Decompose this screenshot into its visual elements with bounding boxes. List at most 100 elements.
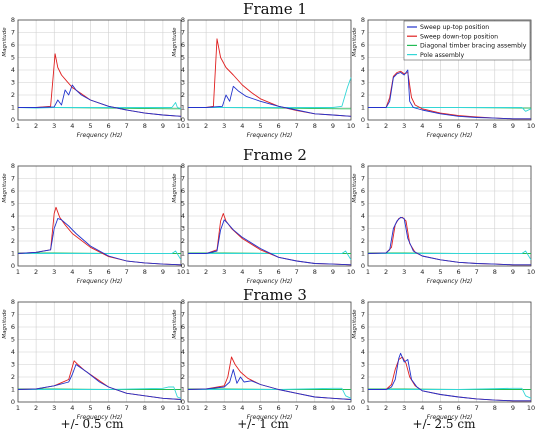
panel-5-xtick-label: 3 [222,268,226,276]
panel-7-ytick-label: 4 [11,348,15,356]
panel-2-xtick-label: 4 [240,122,244,130]
panel-4-ytick-label: 0 [11,262,15,270]
panel-7-xtick-label: 1 [16,404,20,412]
panel-7-ytick-label: 6 [11,323,15,331]
panel-7-ytick-label: 8 [11,298,15,306]
panel-2-ytick-label: 1 [181,104,185,112]
legend-entry-2: Sweep down-top position [420,33,498,40]
panel-9-ytick-label: 2 [361,373,365,381]
panel-9-ytick-label: 8 [361,298,365,306]
panel-5-xtick-label: 5 [258,268,262,276]
panel-8-ytick-label: 7 [181,311,185,319]
panel-7-xtick-label: 4 [70,404,74,412]
panel-3-ylabel: Magnitude [352,27,358,57]
panel-5-series-4-line [188,250,352,261]
panel-1-ytick-label: 1 [11,104,15,112]
panel-9-series-1-line [368,352,531,402]
panel-2-ytick-label: 4 [181,66,185,74]
panel-3-ytick-label: 3 [361,79,365,87]
panel-8-axes-frame [187,301,352,403]
panel-6-xtick-label: 8 [493,268,497,276]
panel-4-xtick-label: 10 [177,268,185,276]
panel-6-xtick-label: 4 [420,268,424,276]
column-label-1: +/- 0.5 cm [60,417,124,431]
panel-1-xtick-label: 7 [125,122,129,130]
panel-6-ytick-label: 8 [361,162,365,170]
panel-5-xtick-label: 6 [276,268,280,276]
panel-3-xlabel: Frequency (Hz) [427,132,473,139]
panel-3-xtick-label: 4 [420,122,424,130]
panel-2-ytick-label: 6 [181,41,185,49]
panel-5-ytick-label: 8 [181,162,185,170]
panel-8-xtick-label: 6 [276,404,280,412]
panel-7-ytick-label: 5 [11,336,15,344]
panel-8-ytick-label: 0 [181,398,185,406]
panel-7-ytick-label: 0 [11,398,15,406]
panel-8-ytick-label: 2 [181,373,185,381]
panel-1-xtick-label: 1 [16,122,20,130]
panel-5-xlabel: Frequency (Hz) [247,278,293,285]
panel-4-ytick-label: 6 [11,187,15,195]
panel-4-ytick-label: 4 [11,212,15,220]
panel-8-xtick-label: 5 [258,404,262,412]
panel-5-ytick-label: 3 [181,225,185,233]
panel-2-xtick-label: 9 [331,122,335,130]
panel-1-ytick-label: 8 [11,16,15,24]
panel-9-xtick-label: 7 [475,404,479,412]
panel-2-ytick-label: 8 [181,16,185,24]
panel-3-ytick-label: 6 [361,41,365,49]
panel-1-xtick-label: 3 [52,122,56,130]
panel-4-xlabel: Frequency (Hz) [77,278,123,285]
panel-4-ylabel: Magnitude [2,173,8,203]
legend-box [403,20,531,61]
panel-1-ytick-label: 4 [11,66,15,74]
panel-6-axes-frame [367,165,532,267]
panel-5-xtick-label: 7 [295,268,299,276]
panel-6-ylabel: Magnitude [352,173,358,203]
panel-2-axes-frame [187,19,352,121]
panel-4-series-1-line [17,218,182,266]
panel-1-series-4-line [17,102,182,110]
panel-4-xtick-label: 2 [34,268,38,276]
panel-2-ytick-label: 3 [181,79,185,87]
panel-6-ytick-label: 5 [361,200,365,208]
panel-1-xtick-label: 6 [106,122,110,130]
panel-7-xlabel: Frequency (Hz) [77,414,123,421]
panel-5-xtick-label: 8 [313,268,317,276]
panel-9-ytick-label: 5 [361,336,365,344]
panel-1-ytick-label: 0 [11,116,15,124]
panel-3-ytick-label: 4 [361,66,365,74]
panel-1-xlabel: Frequency (Hz) [77,132,123,139]
panel-5-ylabel: Magnitude [172,173,178,203]
panel-8-xtick-label: 10 [347,404,355,412]
panel-2-xtick-label: 6 [276,122,280,130]
panel-3-series-1-line [368,69,531,120]
panel-7-ylabel: Magnitude [2,309,8,339]
panel-7-ytick-label: 7 [11,311,15,319]
panel-6-xtick-label: 7 [475,268,479,276]
frame-title-1: Frame 1 [243,0,307,18]
panel-5-series-1-line [188,219,352,266]
panel-1-ytick-label: 7 [11,29,15,37]
panel-9-xtick-label: 4 [420,404,424,412]
panel-6-series-4-line [368,250,532,261]
legend-entry-1: Sweep up-top position [420,24,489,31]
panel-8-ytick-label: 3 [181,361,185,369]
panel-1-xtick-label: 2 [34,122,38,130]
panel-5-ytick-label: 2 [181,237,185,245]
panel-5-xtick-label: 2 [204,268,208,276]
panel-6-xtick-label: 9 [511,268,515,276]
panel-2-xtick-label: 2 [204,122,208,130]
panel-4-ytick-label: 5 [11,200,15,208]
panel-7-ytick-label: 3 [11,361,15,369]
panel-4-ytick-label: 7 [11,175,15,183]
column-label-3: +/- 2.5 cm [412,417,476,431]
panel-6-xlabel: Frequency (Hz) [427,278,473,285]
panel-5-xtick-label: 10 [347,268,355,276]
panel-1-ytick-label: 5 [11,54,15,62]
panel-5-ytick-label: 4 [181,212,185,220]
panel-8-xtick-label: 3 [222,404,226,412]
panel-3-xtick-label: 7 [475,122,479,130]
panel-4-xtick-label: 6 [106,268,110,276]
